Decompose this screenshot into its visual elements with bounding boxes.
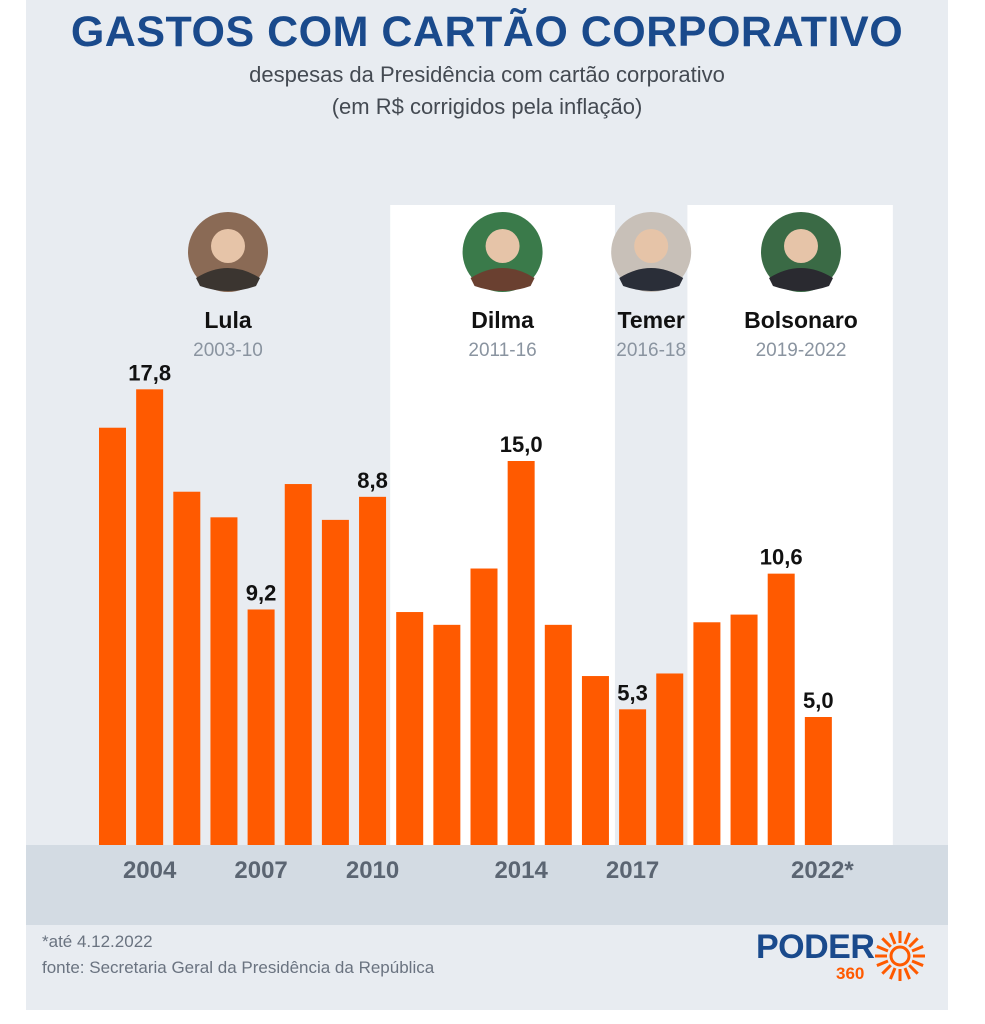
chart-subtitle-unit: (em R$ corrigidos pela inflação) — [331, 94, 643, 119]
bar-2006 — [210, 517, 238, 845]
poder360-logo-text: PODER — [756, 928, 875, 966]
sun-ray — [889, 932, 897, 945]
bar-2016 — [581, 676, 609, 845]
footnote: *até 4.12.2022 — [42, 932, 153, 951]
x-tick-2007: 2007 — [234, 857, 287, 884]
data-label-2014: 15,0 — [500, 432, 543, 457]
sun-ray — [911, 945, 924, 953]
dilma-photo-icon-face — [485, 229, 520, 263]
sun-ray — [911, 959, 924, 967]
sun-ray — [903, 967, 911, 980]
president-name: Temer — [618, 307, 685, 333]
data-label-2010: 8,8 — [357, 468, 388, 493]
lula-photo-icon-shoulders — [196, 268, 260, 291]
bar-2014 — [507, 461, 535, 845]
bar-2020 — [730, 614, 758, 845]
president-term: 2016-18 — [616, 340, 686, 361]
bar-2017 — [619, 709, 647, 845]
x-tick-2004: 2004 — [123, 857, 177, 884]
sun-ray — [908, 964, 919, 975]
bar-2003 — [99, 427, 126, 845]
bar-2009 — [321, 519, 349, 845]
president-name: Lula — [204, 307, 251, 333]
sun-ray — [876, 945, 889, 953]
chart-title: GASTOS COM CARTÃO CORPORATIVO — [70, 8, 904, 56]
temer-photo-icon-shoulders — [619, 268, 684, 291]
president-name: Bolsonaro — [744, 307, 858, 333]
infographic-card: GASTOS COM CARTÃO CORPORATIVO despesas d… — [26, 0, 948, 1010]
sun-ray — [908, 937, 919, 948]
sun-logo-icon — [875, 931, 925, 981]
president-term: 2019-2022 — [756, 340, 847, 361]
bar-2005 — [173, 491, 201, 845]
bar-2022 — [804, 717, 832, 845]
data-label-2021: 10,6 — [760, 545, 803, 570]
sun-ray — [881, 964, 892, 975]
data-label-2022: 5,0 — [803, 688, 834, 713]
x-tick-2014: 2014 — [494, 857, 548, 884]
sun-ray — [881, 937, 892, 948]
bar-chart: Lula 2003-10 Dilma 2011-16 Temer 2016-18 Bolso… — [26, 205, 948, 925]
x-tick-2017: 2017 — [606, 857, 659, 884]
bar-2004 — [136, 389, 164, 845]
lula-photo-icon-face — [211, 229, 245, 263]
data-label-2004: 17,8 — [128, 360, 171, 385]
president-term: 2011-16 — [468, 340, 536, 361]
bar-2012 — [433, 624, 461, 845]
bar-2013 — [470, 568, 498, 845]
bolsonaro-photo-icon-shoulders — [769, 268, 833, 291]
bar-2007 — [247, 609, 275, 845]
president-name: Dilma — [471, 307, 534, 333]
bar-2021 — [767, 573, 795, 845]
x-axis-band — [26, 845, 948, 925]
bar-2008 — [284, 484, 312, 845]
sun-ray — [889, 967, 897, 980]
sun-ray — [876, 959, 889, 967]
bolsonaro-photo-icon-face — [784, 229, 818, 263]
bar-2015 — [544, 624, 572, 845]
x-tick-2010: 2010 — [346, 857, 399, 884]
source-note: fonte: Secretaria Geral da Presidência d… — [42, 958, 435, 977]
poder360-logo-number: 360 — [836, 964, 865, 983]
chart-subtitle: despesas da Presidência com cartão corpo… — [249, 62, 725, 87]
bar-2018 — [656, 673, 684, 845]
bar-2010 — [359, 496, 387, 845]
bar-2019 — [693, 622, 721, 845]
x-tick-2022: 2022* — [791, 857, 854, 884]
temer-photo-icon-face — [634, 229, 669, 263]
president-period-band — [390, 205, 615, 845]
data-label-2017: 5,3 — [617, 680, 648, 705]
dilma-photo-icon-shoulders — [470, 268, 535, 291]
sun-ray — [903, 932, 911, 945]
bar-2011 — [396, 612, 424, 845]
president-term: 2003-10 — [193, 340, 263, 361]
data-label-2007: 9,2 — [246, 580, 277, 605]
